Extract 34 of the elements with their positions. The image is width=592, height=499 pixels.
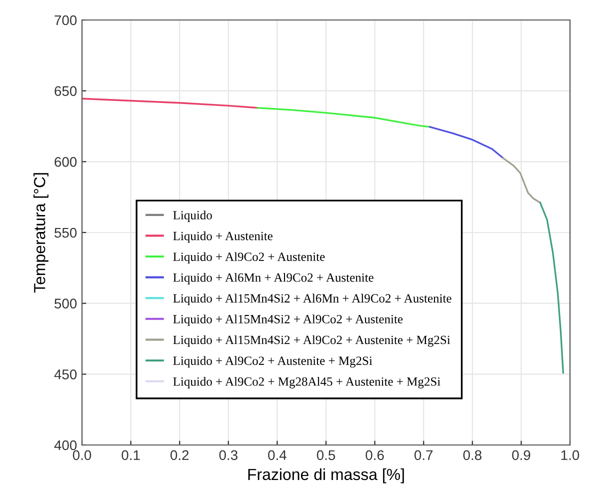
legend-label: Liquido bbox=[173, 210, 212, 222]
y-tick-label: 700 bbox=[54, 15, 77, 26]
x-tick-label: 1.0 bbox=[561, 450, 580, 460]
legend-label: Liquido + Al15Mn4Si2 + Al6Mn + Al9Co2 + Austenite bbox=[173, 294, 452, 306]
line-series bbox=[429, 126, 504, 159]
line-series bbox=[82, 98, 259, 109]
x-tick-label: 0.3 bbox=[219, 450, 238, 460]
x-tick-label: 0.9 bbox=[512, 450, 530, 460]
x-tick-label: 0.8 bbox=[463, 450, 482, 460]
x-tick-label: 0.7 bbox=[414, 450, 433, 460]
y-tick-label: 450 bbox=[54, 370, 77, 380]
x-tick-label: 0.0 bbox=[72, 450, 92, 460]
y-tick-label: 500 bbox=[54, 298, 77, 309]
legend-label: Liquido + Al9Co2 + Mg28Al45 + Austenite + Mg2Si bbox=[173, 377, 440, 388]
x-tick-label: 0.5 bbox=[316, 450, 336, 460]
legend-label: Liquido + Al15Mn4Si2 + Al9Co2 + Austenite + Mg2Si bbox=[173, 335, 450, 347]
x-tick-label: 0.2 bbox=[170, 450, 189, 460]
y-tick-label: 400 bbox=[54, 440, 77, 450]
y-axis-title: Temperatura [°C] bbox=[34, 173, 48, 293]
legend-label: Liquido + Al6Mn + Al9Co2 + Austenite bbox=[173, 273, 374, 284]
x-tick-label: 0.6 bbox=[366, 450, 384, 460]
line-series bbox=[256, 107, 431, 128]
x-tick-label: 0.4 bbox=[268, 450, 286, 460]
y-tick-label: 550 bbox=[54, 228, 77, 238]
y-tick-label: 600 bbox=[54, 157, 77, 167]
legend-label: Liquido + Al9Co2 + Austenite bbox=[173, 252, 325, 264]
line-series bbox=[502, 157, 542, 204]
x-axis-title: Frazione di massa [%] bbox=[248, 468, 404, 484]
y-tick-label: 650 bbox=[54, 86, 77, 96]
legend-label: Liquido + Al9Co2 + Austenite + Mg2Si bbox=[173, 356, 372, 368]
legend-label: Liquido + Al15Mn4Si2 + Al9Co2 + Austenite bbox=[173, 314, 403, 326]
legend-label: Liquido + Austenite bbox=[173, 231, 272, 243]
line-series bbox=[539, 202, 564, 374]
x-tick-label: 0.1 bbox=[122, 450, 140, 460]
